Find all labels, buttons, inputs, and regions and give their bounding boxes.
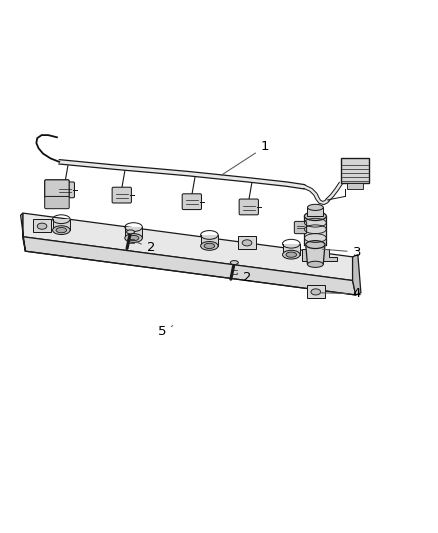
Polygon shape [23,237,356,295]
Polygon shape [21,213,25,251]
Ellipse shape [204,243,215,248]
Ellipse shape [127,230,134,234]
Ellipse shape [307,204,323,211]
Ellipse shape [306,241,325,248]
FancyBboxPatch shape [341,158,369,183]
FancyBboxPatch shape [112,187,131,203]
Polygon shape [347,183,363,189]
Ellipse shape [37,223,47,229]
Polygon shape [304,185,329,205]
Polygon shape [33,219,51,232]
Ellipse shape [230,261,238,264]
FancyBboxPatch shape [45,197,69,209]
Polygon shape [304,216,326,245]
Polygon shape [23,213,353,280]
Ellipse shape [311,289,321,295]
FancyBboxPatch shape [294,221,307,233]
Polygon shape [238,236,256,249]
FancyBboxPatch shape [55,182,74,198]
Ellipse shape [242,240,252,246]
Text: 2: 2 [237,271,251,284]
Ellipse shape [307,261,323,268]
Ellipse shape [201,241,218,251]
Text: 5: 5 [158,325,173,338]
Polygon shape [307,207,323,216]
Polygon shape [59,160,305,189]
Text: 1: 1 [221,140,269,175]
Polygon shape [307,285,325,298]
Text: 3: 3 [322,246,361,259]
Polygon shape [306,245,325,264]
Polygon shape [302,249,337,261]
Ellipse shape [53,226,70,235]
Polygon shape [53,219,70,230]
FancyBboxPatch shape [182,194,201,209]
Ellipse shape [128,236,139,241]
Polygon shape [283,244,300,255]
Polygon shape [326,182,342,201]
Ellipse shape [283,251,300,259]
FancyBboxPatch shape [239,199,258,215]
Text: 4: 4 [320,287,361,300]
Polygon shape [201,235,218,246]
Ellipse shape [56,228,67,233]
FancyBboxPatch shape [45,180,69,198]
Polygon shape [125,227,142,238]
Text: 2: 2 [136,241,155,254]
Polygon shape [353,255,361,295]
Ellipse shape [304,212,326,221]
Ellipse shape [286,252,297,257]
Ellipse shape [125,233,142,243]
